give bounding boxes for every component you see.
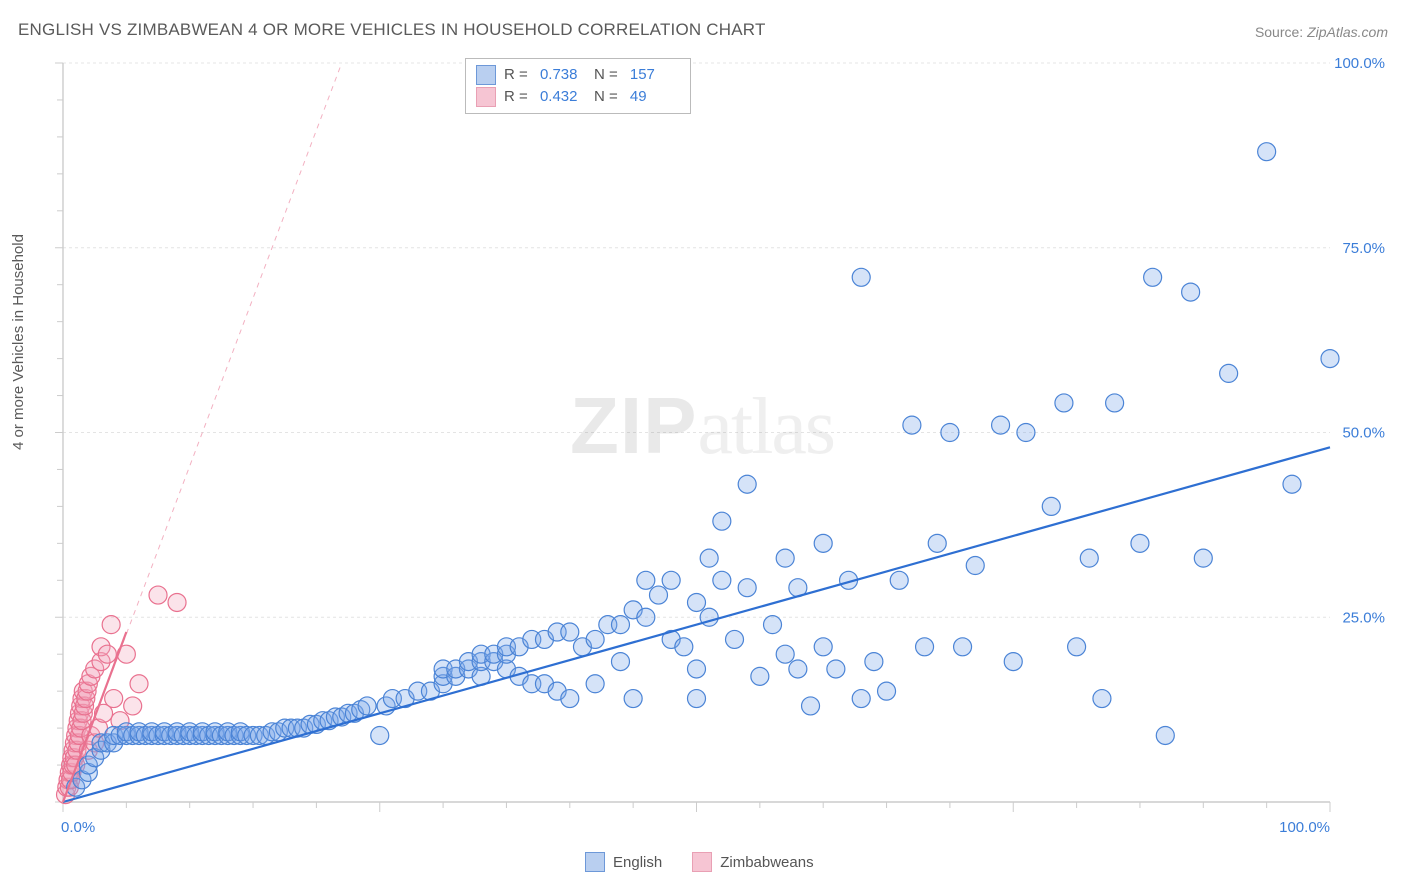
svg-text:100.0%: 100.0%	[1279, 819, 1330, 836]
scatter-plot: 0.0% 100.0% 25.0% 50.0% 75.0% 100.0%	[55, 55, 1390, 840]
n-value: 157	[630, 64, 676, 86]
chart-title: ENGLISH VS ZIMBABWEAN 4 OR MORE VEHICLES…	[18, 20, 766, 40]
y-axis-label: 4 or more Vehicles in Household	[10, 234, 27, 450]
svg-text:75.0%: 75.0%	[1342, 240, 1385, 257]
legend-item-zimbabweans: Zimbabweans	[692, 852, 813, 872]
n-value: 49	[630, 86, 676, 108]
legend-swatch-english	[476, 65, 496, 85]
legend-swatch	[692, 852, 712, 872]
legend-row: R = 0.432 N = 49	[476, 86, 676, 108]
legend-item-english: English	[585, 852, 662, 872]
legend-label: Zimbabweans	[720, 854, 813, 871]
legend-swatch-zimbabweans	[476, 87, 496, 107]
series-legend: English Zimbabweans	[585, 852, 814, 872]
n-prefix: N =	[594, 86, 622, 108]
r-value: 0.432	[540, 86, 586, 108]
r-prefix: R =	[504, 64, 532, 86]
correlation-legend: R = 0.738 N = 157 R = 0.432 N = 49	[465, 58, 691, 114]
source-label: Source:	[1255, 24, 1303, 40]
r-value: 0.738	[540, 64, 586, 86]
source-value: ZipAtlas.com	[1307, 24, 1388, 40]
legend-label: English	[613, 854, 662, 871]
svg-text:100.0%: 100.0%	[1334, 55, 1385, 72]
n-prefix: N =	[594, 64, 622, 86]
svg-text:0.0%: 0.0%	[61, 819, 95, 836]
legend-swatch	[585, 852, 605, 872]
r-prefix: R =	[504, 86, 532, 108]
plot-svg: 0.0% 100.0% 25.0% 50.0% 75.0% 100.0%	[55, 55, 1390, 840]
legend-row: R = 0.738 N = 157	[476, 64, 676, 86]
source-credit: Source: ZipAtlas.com	[1255, 24, 1388, 40]
svg-text:50.0%: 50.0%	[1342, 425, 1385, 442]
svg-text:25.0%: 25.0%	[1342, 609, 1385, 626]
